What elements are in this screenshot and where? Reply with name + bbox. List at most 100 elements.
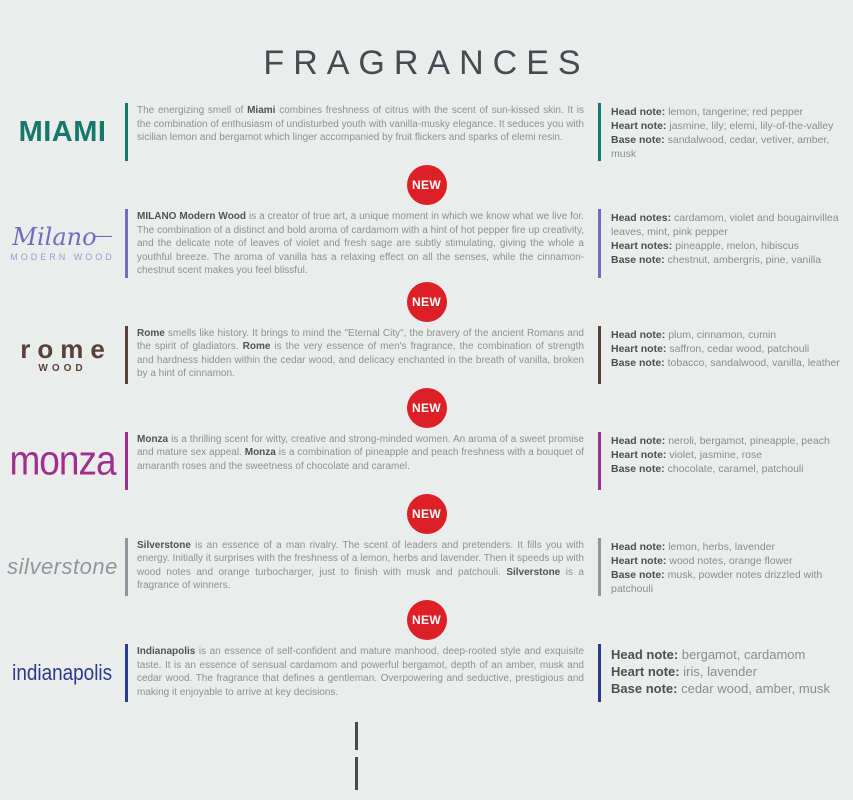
note-value: cardamom, violet and bougainvillea leave… [611, 212, 839, 239]
note-value: plum, cinnamon, cumin [668, 328, 777, 341]
note-value: musk, powder notes drizzled with patchou… [611, 568, 823, 595]
note-label: Heart notes: [611, 240, 673, 253]
note-value: chocolate, caramel, patchouli [667, 462, 804, 475]
miami-wordmark: MIAMI [18, 115, 107, 148]
note-line: Head note: bergamot, cardamom [611, 647, 849, 664]
brand-divider-left [125, 537, 128, 597]
new-badge-label: NEW [412, 400, 441, 415]
note-label: Heart note: [611, 664, 680, 679]
brand-divider-right [598, 103, 601, 162]
new-badge: NEW [406, 281, 447, 322]
description-cell: The energizing smell of Miami combines f… [128, 103, 598, 161]
note-value: tobacco, sandalwood, vanilla, leather [667, 356, 840, 369]
page-title: FRAGRANCES [263, 44, 590, 82]
note-value: chestnut, ambergris, pine, vanilla [667, 254, 822, 267]
note-line: Base note: cedar wood, amber, musk [611, 681, 849, 698]
fragrance-notes: Head note: bergamot, cardamom Heart note… [601, 644, 853, 702]
fragrance-description: Silverstone is an essence of a man rival… [137, 539, 584, 592]
brand-divider-right [598, 537, 601, 597]
fragrance-row-indianapolis: indianapolis Indianapolis is an essence … [0, 644, 853, 703]
fragrance-row-rome: rome WOOD Rome smells like history. It b… [0, 325, 853, 384]
badge-row: NEW [0, 600, 853, 641]
note-value: pineapple, melon, hibiscus [675, 240, 799, 253]
note-label: Heart note: [611, 342, 667, 355]
description-cell: Rome smells like history. It brings to m… [128, 326, 598, 384]
description-cell: Silverstone is an essence of a man rival… [128, 538, 598, 596]
note-value: bergamot, cardamom [681, 647, 806, 663]
note-label: Heart note: [611, 448, 667, 461]
note-label: Heart note: [611, 119, 667, 132]
milano-logo: Milano MODERN WOOD [0, 209, 125, 278]
description-cell: Monza is a thrilling scent for witty, cr… [128, 432, 598, 490]
fragrance-notes: Head note: lemon, tangerine; red pepper … [601, 103, 853, 161]
fragrance-notes: Head note: plum, cinnamon, cumin Heart n… [601, 326, 853, 384]
note-value: saffron, cedar wood, patchouli [669, 342, 810, 355]
brand-divider-right [598, 431, 601, 490]
note-line: Heart note: wood notes, orange flower [611, 555, 849, 569]
note-line: Base note: chocolate, caramel, patchouli [611, 463, 849, 477]
description-cell: MILANO Modern Wood is a creator of true … [128, 209, 598, 278]
note-value: lemon, tangerine; red pepper [668, 106, 804, 118]
note-line: Head note: lemon, herbs, lavender [611, 541, 849, 555]
fragrance-description: MILANO Modern Wood is a creator of true … [137, 211, 585, 277]
brand-divider-left [125, 431, 128, 490]
note-value: cedar wood, amber, musk [681, 680, 830, 696]
brand-divider-right [598, 209, 601, 278]
description-cell: Indianapolis is an essence of self-confi… [128, 644, 598, 702]
note-label: Base note: [611, 568, 665, 581]
silverstone-wordmark: silverstone [7, 554, 118, 580]
new-badge-label: NEW [412, 178, 441, 193]
fragrance-description: The energizing smell of Miami combines f… [137, 105, 584, 143]
note-line: Heart note: violet, jasmine, rose [611, 449, 849, 463]
note-line: Base note: tobacco, sandalwood, vanilla,… [611, 357, 849, 371]
fragrance-description: Rome smells like history. It brings to m… [137, 327, 584, 380]
note-line: Base note: musk, powder notes drizzled w… [611, 569, 849, 597]
note-value: neroli, bergamot, pineapple, peach [668, 434, 830, 447]
brand-divider-left [125, 103, 128, 162]
new-badge-label: NEW [412, 506, 441, 521]
note-label: Head note: [611, 328, 666, 341]
rome-wordmark: rome [20, 333, 112, 364]
note-label: Base note: [611, 254, 665, 267]
fragrance-row-milano: Milano MODERN WOOD MILANO Modern Wood is… [0, 209, 853, 278]
new-badge: NEW [406, 165, 447, 206]
note-line: Head notes: cardamom, violet and bougain… [611, 212, 849, 240]
bottom-divider-mark [355, 757, 358, 790]
badge-row: NEW [0, 387, 853, 428]
badge-row: NEW [0, 493, 853, 534]
badge-row: NEW [0, 281, 853, 322]
note-label: Base note: [611, 462, 665, 475]
bottom-divider-mark [355, 722, 358, 750]
note-line: Head note: plum, cinnamon, cumin [611, 329, 849, 343]
rome-logo: rome WOOD [0, 326, 125, 384]
fragrance-description: Indianapolis is an essence of self-confi… [137, 646, 584, 698]
new-badge-label: NEW [412, 294, 441, 309]
fragrance-row-miami: MIAMI The energizing smell of Miami comb… [0, 103, 853, 162]
new-badge: NEW [406, 493, 447, 534]
fragrance-notes: Head note: lemon, herbs, lavender Heart … [601, 538, 853, 596]
fragrance-description: Monza is a thrilling scent for witty, cr… [137, 433, 585, 472]
note-label: Head note: [611, 647, 679, 663]
note-value: sandalwood, cedar, vetiver, amber, musk [611, 133, 830, 160]
fragrance-row-monza: monza Monza is a thrilling scent for wit… [0, 431, 853, 490]
note-value: lemon, herbs, lavender [668, 540, 775, 553]
note-value: violet, jasmine, rose [669, 448, 763, 461]
indianapolis-logo: indianapolis [0, 644, 125, 702]
badge-row: NEW [0, 165, 853, 206]
monza-wordmark: monza [9, 437, 116, 484]
note-line: Head note: neroli, bergamot, pineapple, … [611, 435, 849, 449]
rome-wordmark-sub: WOOD [38, 362, 87, 374]
note-label: Head notes: [611, 212, 672, 225]
note-line: Base note: sandalwood, cedar, vetiver, a… [611, 134, 849, 162]
brand-divider-left [125, 644, 128, 703]
note-label: Head note: [611, 434, 666, 447]
new-badge: NEW [406, 387, 447, 428]
new-badge: NEW [406, 600, 447, 641]
brand-divider-right [598, 644, 601, 703]
fragrance-notes: Head note: neroli, bergamot, pineapple, … [601, 432, 853, 490]
note-label: Base note: [611, 133, 665, 146]
milano-wordmark: Milano [12, 225, 112, 249]
new-badge-label: NEW [412, 613, 441, 628]
indianapolis-wordmark: indianapolis [12, 660, 113, 686]
